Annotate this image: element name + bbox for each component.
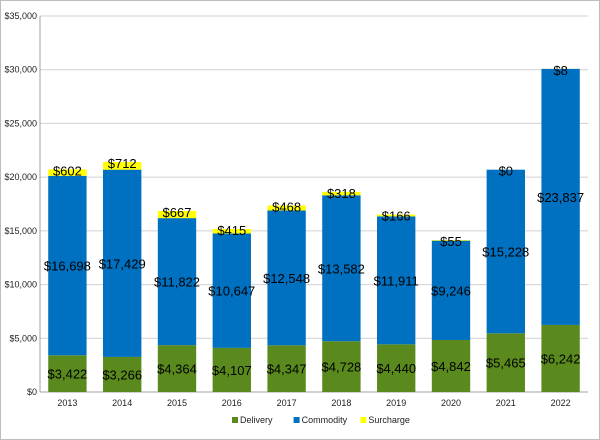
data-label-surcharge: $55 (440, 234, 462, 249)
legend-label-delivery: Delivery (240, 415, 273, 425)
bar-commodity-2021 (486, 169, 525, 334)
bar-surcharge-2013 (48, 169, 87, 176)
data-label-delivery: $5,465 (486, 356, 526, 371)
y-tick-label: $35,000 (4, 11, 37, 21)
bar-commodity-2016 (212, 233, 251, 348)
data-label-surcharge: $318 (327, 186, 356, 201)
bar-surcharge-2018 (322, 191, 361, 196)
data-label-commodity: $16,698 (44, 259, 91, 274)
data-label-delivery: $3,422 (48, 367, 88, 382)
y-tick-label: $15,000 (4, 226, 37, 236)
bar-surcharge-2016 (212, 229, 251, 234)
data-label-surcharge: $0 (499, 164, 513, 179)
bar-delivery-2019 (377, 344, 416, 392)
legend-label-surcharge: Surcharge (368, 415, 410, 425)
data-label-surcharge: $166 (382, 209, 411, 224)
bar-delivery-2018 (322, 341, 361, 392)
x-tick-label: 2013 (57, 398, 77, 408)
x-tick-label: 2014 (112, 398, 132, 408)
data-label-commodity: $11,911 (374, 273, 419, 288)
bar-delivery-2017 (267, 345, 306, 392)
legend-swatch-delivery (232, 417, 238, 423)
y-tick-label: $30,000 (4, 65, 37, 75)
bar-commodity-2015 (157, 218, 197, 346)
data-label-surcharge: $602 (53, 163, 82, 178)
data-label-delivery: $4,440 (376, 361, 416, 376)
bar-surcharge-2014 (103, 162, 142, 170)
data-label-delivery: $3,266 (102, 367, 142, 382)
data-label-commodity: $13,582 (318, 261, 365, 276)
x-tick-label: 2016 (222, 398, 242, 408)
y-tick-label: $0 (27, 387, 37, 397)
bar-commodity-2013 (48, 175, 87, 356)
data-label-commodity: $17,429 (99, 256, 146, 271)
bar-surcharge-2015 (157, 210, 197, 219)
data-label-commodity: $23,837 (537, 190, 584, 205)
data-label-commodity: $9,246 (431, 283, 471, 298)
bar-surcharge-2017 (267, 205, 306, 211)
bar-commodity-2022 (541, 68, 580, 325)
data-label-delivery: $4,364 (157, 362, 197, 377)
bar-surcharge-2019 (377, 214, 416, 217)
data-label-commodity: $10,647 (208, 284, 255, 299)
x-tick-label: 2018 (331, 398, 351, 408)
legend-swatch-commodity (293, 417, 300, 423)
x-tick-label: 2017 (277, 398, 297, 408)
data-label-surcharge: $468 (272, 199, 301, 214)
bar-delivery-2020 (431, 339, 471, 392)
bar-commodity-2020 (431, 240, 471, 340)
bar-commodity-2018 (322, 195, 361, 342)
legend-swatch-surcharge (360, 417, 367, 423)
data-label-surcharge: $8 (553, 63, 567, 78)
data-label-surcharge: $415 (217, 223, 246, 238)
x-tick-label: 2015 (167, 398, 187, 408)
bar-commodity-2017 (267, 210, 306, 346)
y-tick-label: $5,000 (9, 333, 37, 343)
data-label-commodity: $11,822 (154, 275, 200, 290)
bar-delivery-2015 (157, 345, 197, 392)
bar-delivery-2021 (486, 333, 525, 392)
bar-surcharge-2020 (431, 240, 471, 241)
data-label-commodity: $15,228 (482, 244, 529, 259)
bar-delivery-2016 (212, 347, 251, 392)
data-label-delivery: $4,842 (431, 359, 471, 374)
data-label-delivery: $6,242 (541, 351, 581, 366)
y-tick-label: $25,000 (4, 118, 37, 128)
data-label-delivery: $4,107 (212, 363, 252, 378)
x-tick-label: 2020 (441, 398, 461, 408)
data-label-delivery: $4,728 (322, 360, 362, 375)
y-tick-label: $10,000 (4, 280, 37, 290)
x-tick-label: 2022 (551, 398, 571, 408)
y-tick-label: $20,000 (4, 172, 37, 182)
bar-commodity-2014 (103, 169, 142, 357)
x-tick-label: 2021 (496, 398, 516, 408)
bar-delivery-2013 (48, 355, 87, 392)
data-label-commodity: $12,548 (263, 271, 310, 286)
bar-delivery-2014 (103, 356, 142, 392)
bar-commodity-2019 (377, 216, 416, 345)
data-label-surcharge: $712 (108, 156, 137, 171)
data-label-surcharge: $667 (163, 205, 192, 220)
x-tick-label: 2019 (386, 398, 406, 408)
legend-label-commodity: Commodity (302, 415, 348, 425)
data-label-delivery: $4,347 (267, 362, 307, 377)
bar-delivery-2022 (541, 324, 580, 392)
